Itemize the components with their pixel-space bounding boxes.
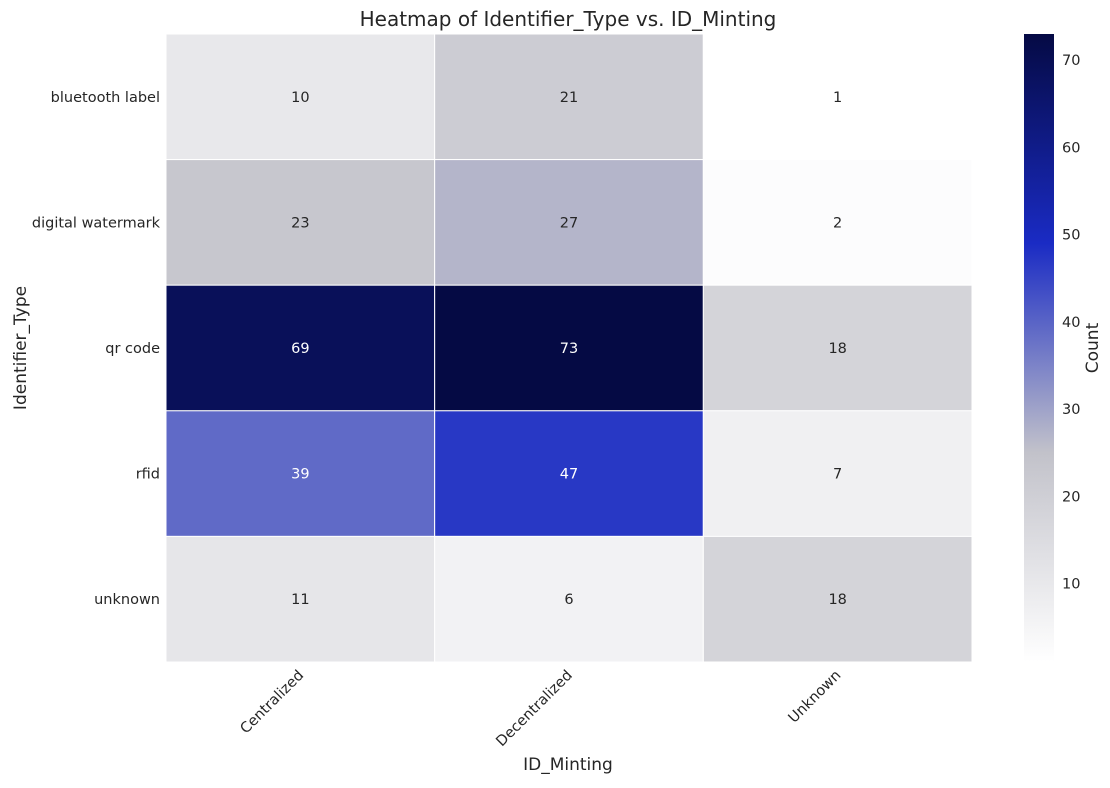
colorbar-tick-label: 20 — [1062, 489, 1080, 505]
y-tick-label: qr code — [105, 341, 160, 357]
y-tick-label: digital watermark — [32, 215, 161, 231]
heatmap-cell — [434, 33, 704, 161]
heatmap-cell — [702, 33, 973, 161]
heatmap-cell — [702, 410, 973, 537]
x-tick-label: Unknown — [786, 668, 845, 727]
heatmap-cell — [165, 410, 436, 537]
heatmap-cell — [434, 535, 704, 663]
colorbar-tick-label: 30 — [1062, 402, 1080, 418]
y-tick-label: unknown — [94, 592, 160, 608]
heatmap-cell — [165, 159, 436, 286]
colorbar-tick-label: 50 — [1062, 228, 1080, 244]
x-tick-labels: Centralized Decentralized Unknown — [237, 668, 844, 750]
y-tick-label: bluetooth label — [51, 90, 160, 106]
cell-value-label: 7 — [833, 467, 842, 483]
cell-value-label: 73 — [560, 341, 578, 357]
cell-value-label: 11 — [291, 592, 309, 608]
cell-value-label: 18 — [828, 592, 846, 608]
colorbar-label: Count — [1083, 322, 1103, 373]
x-tick-label: Decentralized — [493, 668, 575, 750]
heatmap-cell — [434, 159, 704, 286]
cell-value-label: 10 — [291, 90, 309, 106]
heatmap-cell — [702, 159, 973, 286]
colorbar: 10 20 30 40 50 60 70 — [1024, 34, 1080, 662]
heatmap-cell — [165, 284, 436, 412]
heatmap-cell — [165, 535, 436, 663]
cell-value-label: 27 — [560, 215, 578, 231]
cell-value-label: 21 — [560, 90, 578, 106]
cell-value-label: 69 — [291, 341, 309, 357]
y-axis-label: Identifier_Type — [11, 286, 31, 410]
heatmap-cell — [434, 284, 704, 412]
heatmap-cells — [165, 33, 973, 663]
heatmap-cell — [702, 535, 973, 663]
chart-title: Heatmap of Identifier_Type vs. ID_Mintin… — [360, 7, 777, 31]
cell-annotations: 10 21 1 23 27 2 69 73 18 39 47 7 11 6 18 — [291, 90, 847, 608]
cell-value-label: 1 — [833, 90, 842, 106]
colorbar-tick-label: 40 — [1062, 315, 1080, 331]
x-tick-label: Centralized — [237, 668, 307, 738]
colorbar-tick-label: 10 — [1062, 577, 1080, 593]
cell-value-label: 47 — [560, 467, 578, 483]
cell-value-label: 18 — [828, 341, 846, 357]
y-tick-label: rfid — [136, 467, 160, 483]
cell-value-label: 6 — [564, 592, 573, 608]
y-tick-labels: bluetooth label digital watermark qr code r… — [32, 90, 161, 608]
cell-value-label: 23 — [291, 215, 309, 231]
x-axis-label: ID_Minting — [523, 755, 613, 775]
cell-value-label: 39 — [291, 467, 309, 483]
colorbar-tick-label: 70 — [1062, 53, 1080, 69]
colorbar-gradient — [1024, 34, 1054, 662]
colorbar-tick-label: 60 — [1062, 140, 1080, 156]
cell-value-label: 2 — [833, 215, 842, 231]
heatmap-cell — [165, 33, 436, 161]
